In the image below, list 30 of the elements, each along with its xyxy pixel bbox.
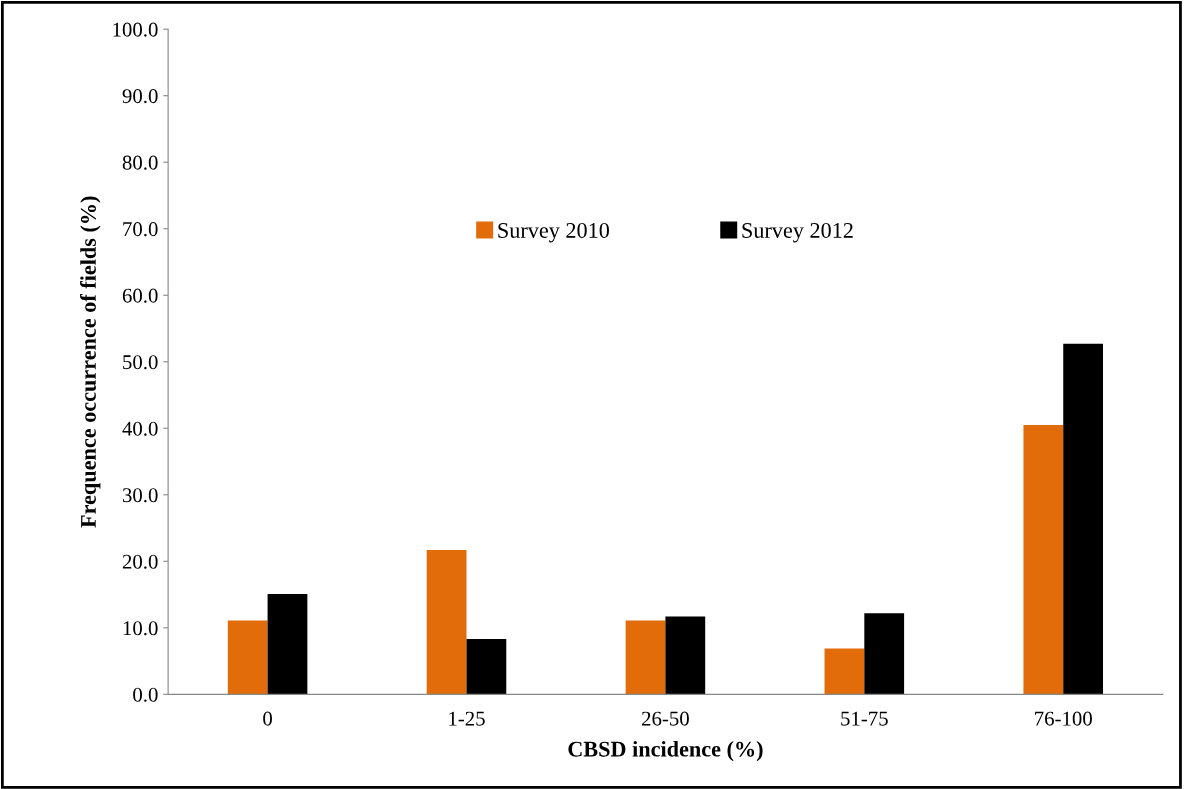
bar (665, 616, 706, 695)
bar (426, 549, 467, 695)
x-axis-title: CBSD incidence (%) (568, 740, 763, 762)
bar (625, 620, 666, 695)
y-tick-label: 100.0 (113, 22, 158, 37)
y-tick-label: 10.0 (123, 621, 158, 636)
x-tick-label: 51-75 (841, 711, 888, 726)
x-tick-label: 1-25 (449, 711, 485, 726)
y-tick-label: 70.0 (123, 222, 158, 237)
y-tick-label: 80.0 (122, 155, 158, 170)
bar (824, 648, 865, 695)
y-tick-label: 60.0 (122, 288, 158, 303)
x-tick-label: 0 (263, 711, 272, 726)
y-tick-label: 50.0 (123, 355, 158, 370)
y-tick-label: 40.0 (122, 421, 158, 436)
bar (227, 620, 268, 695)
x-tick-label: 26-50 (642, 711, 689, 726)
x-tick-label: 76-100 (1035, 711, 1092, 726)
bar (1063, 343, 1104, 695)
y-tick-label: 20.0 (122, 554, 158, 569)
y-axis-title: Frequence occurrence of fields (%) (80, 196, 101, 528)
bar (1023, 424, 1064, 695)
legend-label: Survey 2012 (742, 222, 853, 243)
bar (466, 639, 507, 695)
y-tick-label: 30.0 (122, 488, 158, 503)
bar (267, 593, 308, 695)
y-tick-label: 0.0 (133, 687, 158, 702)
legend-label: Survey 2010 (498, 222, 610, 243)
y-tick-label: 90.0 (122, 89, 158, 104)
bar (864, 613, 905, 695)
